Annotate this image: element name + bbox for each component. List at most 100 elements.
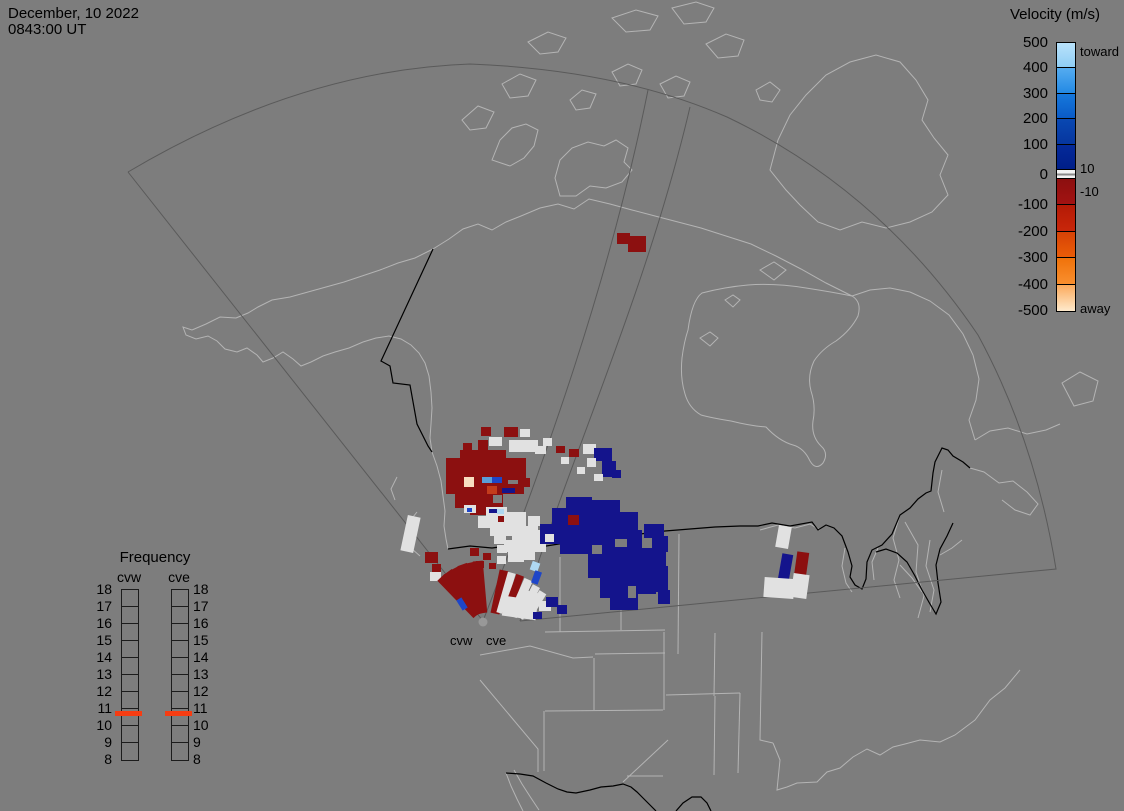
- velocity-cell: [576, 530, 592, 544]
- frequency-scale-label: 9: [104, 734, 112, 750]
- velocity-cell: [482, 477, 494, 483]
- state-line: [594, 652, 666, 655]
- velocity-cell: [520, 429, 530, 437]
- velocity-cell: [587, 458, 596, 467]
- velocity-cell: [644, 524, 664, 538]
- island-path: [724, 294, 741, 308]
- island-path: [611, 63, 643, 87]
- frequency-scale-label: 12: [96, 683, 112, 699]
- velocity-cell: [478, 440, 488, 450]
- state-line: [677, 533, 680, 655]
- band-lower-label: -10: [1080, 184, 1099, 199]
- velocity-cell: [508, 552, 524, 562]
- velocity-colorbar-segment: [1056, 230, 1076, 260]
- island-path: [1061, 371, 1099, 407]
- frequency-bar-cell: [122, 607, 138, 624]
- velocity-colorbar-segment: [1056, 67, 1076, 95]
- velocity-colorbar-segment: [1056, 118, 1076, 146]
- frequency-marker-cve: [165, 711, 192, 717]
- state-line: [665, 692, 741, 696]
- velocity-cell: [470, 505, 500, 515]
- velocity-tick-label: 100: [1022, 135, 1048, 153]
- frequency-scale-label: 10: [96, 717, 112, 733]
- state-line: [759, 631, 774, 744]
- velocity-colorbar-segment: [1056, 42, 1076, 70]
- frequency-bar-cell: [172, 624, 188, 641]
- coastline-path: [191, 248, 434, 331]
- coastline-path: [513, 769, 540, 811]
- gulf-coast: [675, 796, 712, 811]
- velocity-cell: [556, 446, 565, 453]
- velocity-cell: [483, 553, 491, 560]
- frequency-bar-cell: [122, 709, 138, 726]
- velocity-cell: [594, 448, 612, 461]
- frequency-scale-label: 17: [193, 598, 209, 614]
- velocity-cell: [489, 437, 502, 446]
- frequency-scale-label: 16: [96, 615, 112, 631]
- velocity-cell: [508, 484, 524, 494]
- hudson-bay-path: [680, 283, 860, 467]
- coastline-path: [432, 198, 853, 297]
- away-label: away: [1080, 301, 1111, 316]
- velocity-colorbar-segment: [1056, 178, 1076, 207]
- state-line: [479, 679, 539, 772]
- coastline-path: [851, 287, 980, 441]
- fov-arc-and-right-edge: [127, 63, 1057, 622]
- velocity-tick-label: 200: [1022, 110, 1048, 128]
- velocity-colorbar-segment: [1056, 283, 1076, 312]
- frequency-bar-cvw: [121, 589, 139, 761]
- great-lakes-outline: [875, 522, 954, 616]
- velocity-cell: [566, 497, 592, 511]
- velocity-cell: [561, 457, 569, 464]
- national-borders: [380, 248, 971, 811]
- velocity-cell: [535, 446, 546, 454]
- velocity-cell: [400, 515, 421, 553]
- frequency-bar-cve: [171, 589, 189, 761]
- velocity-cell: [583, 444, 596, 454]
- island-path: [755, 81, 781, 103]
- alaska-border: [380, 248, 434, 453]
- island-path: [659, 75, 691, 99]
- velocity-cell: [456, 597, 468, 611]
- island-path: [699, 331, 719, 347]
- velocity-cell: [467, 508, 472, 512]
- frequency-scale-label: 13: [193, 666, 209, 682]
- velocity-tick-label: -200: [1017, 222, 1048, 240]
- frequency-bar-cell: [172, 641, 188, 658]
- velocity-cell: [628, 236, 646, 252]
- frequency-bar-cell: [172, 658, 188, 675]
- velocity-cell: [658, 590, 670, 604]
- island-path: [569, 89, 597, 111]
- velocity-cell: [617, 233, 630, 244]
- lake-outline: [899, 564, 923, 593]
- state-line: [622, 739, 669, 783]
- frequency-scale-label: 11: [97, 700, 112, 716]
- coastline-path: [390, 476, 398, 501]
- frequency-scale-label: 9: [193, 734, 201, 750]
- velocity-colorbar-segment: [1056, 92, 1076, 121]
- frequency-bar-cell: [172, 675, 188, 692]
- velocity-cell: [432, 564, 441, 573]
- frequency-scale-label: 8: [104, 751, 112, 767]
- lake-outline: [841, 547, 853, 593]
- coastlines: [182, 1, 1099, 811]
- velocity-cell: [464, 477, 474, 487]
- radar-site-dot: [478, 617, 488, 627]
- velocity-cell: [455, 490, 503, 508]
- band-upper-label: 10: [1080, 161, 1095, 176]
- coastline-path: [431, 451, 449, 550]
- island-path: [671, 1, 715, 25]
- state-line: [737, 692, 741, 774]
- frequency-scale-label: 15: [193, 632, 209, 648]
- velocity-colorbar-segment: [1056, 257, 1076, 286]
- velocity-cell: [512, 526, 538, 542]
- velocity-cell: [529, 560, 541, 573]
- island-path: [769, 54, 949, 231]
- velocity-cell: [470, 548, 479, 556]
- velocity-cell: [546, 597, 558, 607]
- velocity-cell: [545, 534, 554, 542]
- frequency-legend-title: Frequency: [119, 549, 191, 566]
- velocity-cell: [460, 450, 506, 464]
- frequency-scale-label: 18: [96, 581, 112, 597]
- island-path: [554, 139, 633, 197]
